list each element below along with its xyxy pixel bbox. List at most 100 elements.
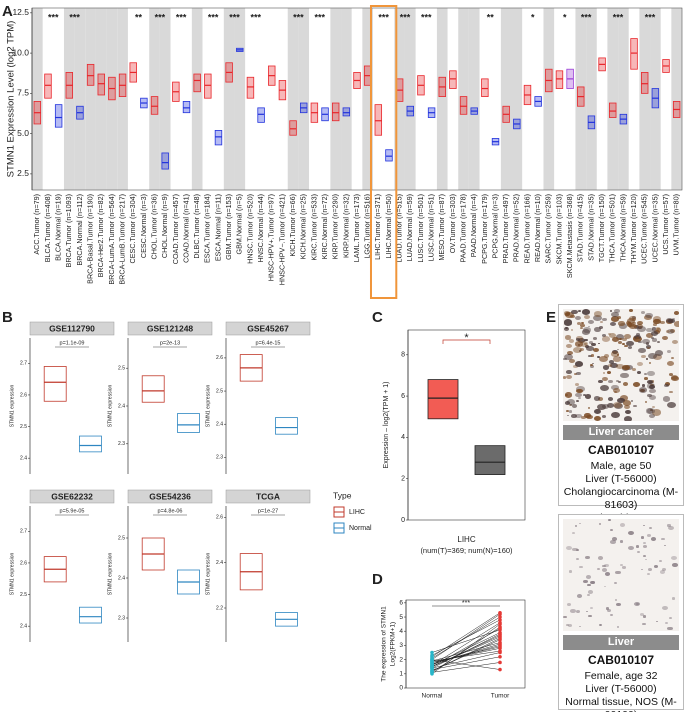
- tissue-texture: [602, 365, 610, 371]
- significance: **: [487, 12, 495, 22]
- x-tick-label: COAD.Tumor (n=457): [171, 194, 180, 264]
- tissue-texture: [602, 567, 608, 572]
- y-tick-label: 2.6: [216, 355, 223, 361]
- tissue-texture: [581, 309, 590, 315]
- x-tick-label: HNSC-HPV+.Tumor (n=97): [267, 194, 276, 281]
- x-tick-label: BLCA.Normal (n=19): [54, 194, 63, 261]
- tissue-texture: [588, 340, 594, 345]
- tissue-texture: [643, 555, 646, 558]
- tissue-texture: [671, 597, 675, 600]
- plot-frame: [407, 329, 526, 521]
- tissue-texture: [624, 405, 631, 410]
- tissue-texture: [566, 603, 572, 607]
- box: [374, 104, 383, 136]
- y-tick-label: 2.5: [17, 168, 29, 178]
- tissue-texture: [634, 602, 641, 607]
- box: [150, 96, 159, 115]
- band-shade: [330, 8, 342, 190]
- tissue-texture: [638, 340, 642, 344]
- tissue-texture: [619, 323, 627, 329]
- band-shade: [191, 8, 203, 190]
- y-tick-label: 12.5: [12, 7, 29, 17]
- facet-header: [127, 489, 213, 504]
- tissue-texture: [614, 582, 617, 584]
- pair-line: [431, 626, 501, 673]
- y-tick-label: 2.3: [118, 441, 125, 447]
- box: [449, 70, 457, 89]
- y-tick-label: 2.5: [20, 424, 27, 430]
- tissue-texture: [568, 358, 575, 364]
- annotation: p=4.8e-06: [158, 508, 183, 514]
- significance: ***: [645, 12, 656, 22]
- x-tick-label: KIRC.Tumor (n=533): [309, 194, 318, 261]
- x-tick-label: GBM.Tumor (n=153): [224, 194, 233, 260]
- significance: ***: [155, 12, 166, 22]
- y-tick-label: 2.4: [118, 403, 125, 409]
- x-tick-label: BRCA.Tumor (n=1093): [64, 194, 73, 267]
- y-tick-label: 8: [401, 352, 405, 359]
- tissue-texture: [645, 408, 654, 414]
- tissue-texture: [622, 382, 629, 386]
- tissue-texture: [670, 555, 677, 560]
- tissue-texture: [592, 315, 602, 322]
- tissue-texture: [563, 319, 573, 326]
- tissue-texture: [611, 337, 619, 343]
- tissue-texture: [657, 340, 661, 343]
- significance: ***: [208, 12, 219, 22]
- x-tick-label: HNSC-HPV−.Tumor (n=421): [277, 194, 286, 285]
- pair-line: [431, 659, 501, 670]
- card-header: Liver cancer: [563, 425, 679, 440]
- x-tick-label: COAD.Normal (n=41): [181, 194, 190, 263]
- tissue-texture: [667, 328, 674, 334]
- x-subtitle: (num(T)=369; num(N)=160): [420, 546, 513, 555]
- tissue-texture: [672, 562, 678, 567]
- annotation: p=6.4e-15: [256, 340, 281, 346]
- point: [498, 618, 502, 622]
- tissue-texture: [568, 570, 573, 573]
- tissue-texture: [566, 374, 573, 380]
- point: [498, 667, 502, 672]
- tissue-texture: [636, 325, 646, 332]
- tissue-texture: [651, 338, 657, 342]
- band-shade: [650, 8, 661, 190]
- antibody-id: CAB010107: [587, 443, 655, 457]
- tissue-texture: [643, 545, 647, 548]
- tissue-texture: [643, 377, 648, 380]
- tissue-texture: [564, 335, 572, 341]
- x-tick-label: PCPG.Normal (n=3): [490, 194, 499, 259]
- tissue-texture: [603, 354, 610, 358]
- box: [214, 130, 223, 146]
- tissue-texture: [570, 329, 574, 331]
- band-shade: [149, 8, 160, 190]
- tissue-texture: [640, 569, 643, 571]
- pair-line: [431, 612, 501, 657]
- box: [427, 379, 459, 420]
- tissue-texture: [671, 339, 678, 344]
- tissue-texture: [613, 387, 621, 393]
- tissue-texture: [627, 345, 633, 349]
- x-tick-label: PAAD.Tumor (n=178): [458, 194, 467, 263]
- pair-line: [431, 622, 501, 666]
- tissue-texture: [574, 361, 584, 368]
- tissue-texture: [664, 383, 670, 387]
- tissue-texture: [573, 347, 582, 354]
- tissue-texture: [606, 608, 612, 613]
- tissue-texture: [646, 572, 651, 576]
- pair-line: [431, 656, 501, 670]
- x-tick-label: CESC.Normal (n=3): [139, 194, 148, 258]
- tissue-texture: [611, 384, 619, 390]
- facet-header: [225, 321, 311, 336]
- y-tick-label: 2: [401, 476, 405, 483]
- tissue-texture: [636, 371, 642, 375]
- tissue-texture: [588, 319, 594, 324]
- tissue-texture: [650, 336, 655, 340]
- x-tick-label: LIHC.Tumor (n=371): [373, 194, 382, 260]
- tissue-texture: [591, 580, 596, 584]
- tissue-texture: [598, 326, 604, 330]
- band-shade: [106, 8, 118, 190]
- tissue-texture: [655, 620, 659, 623]
- pair-line: [431, 662, 501, 673]
- point: [498, 620, 502, 625]
- x-tick-label: HNSC.Tumor (n=520): [245, 194, 254, 264]
- tissue-texture: [576, 594, 582, 598]
